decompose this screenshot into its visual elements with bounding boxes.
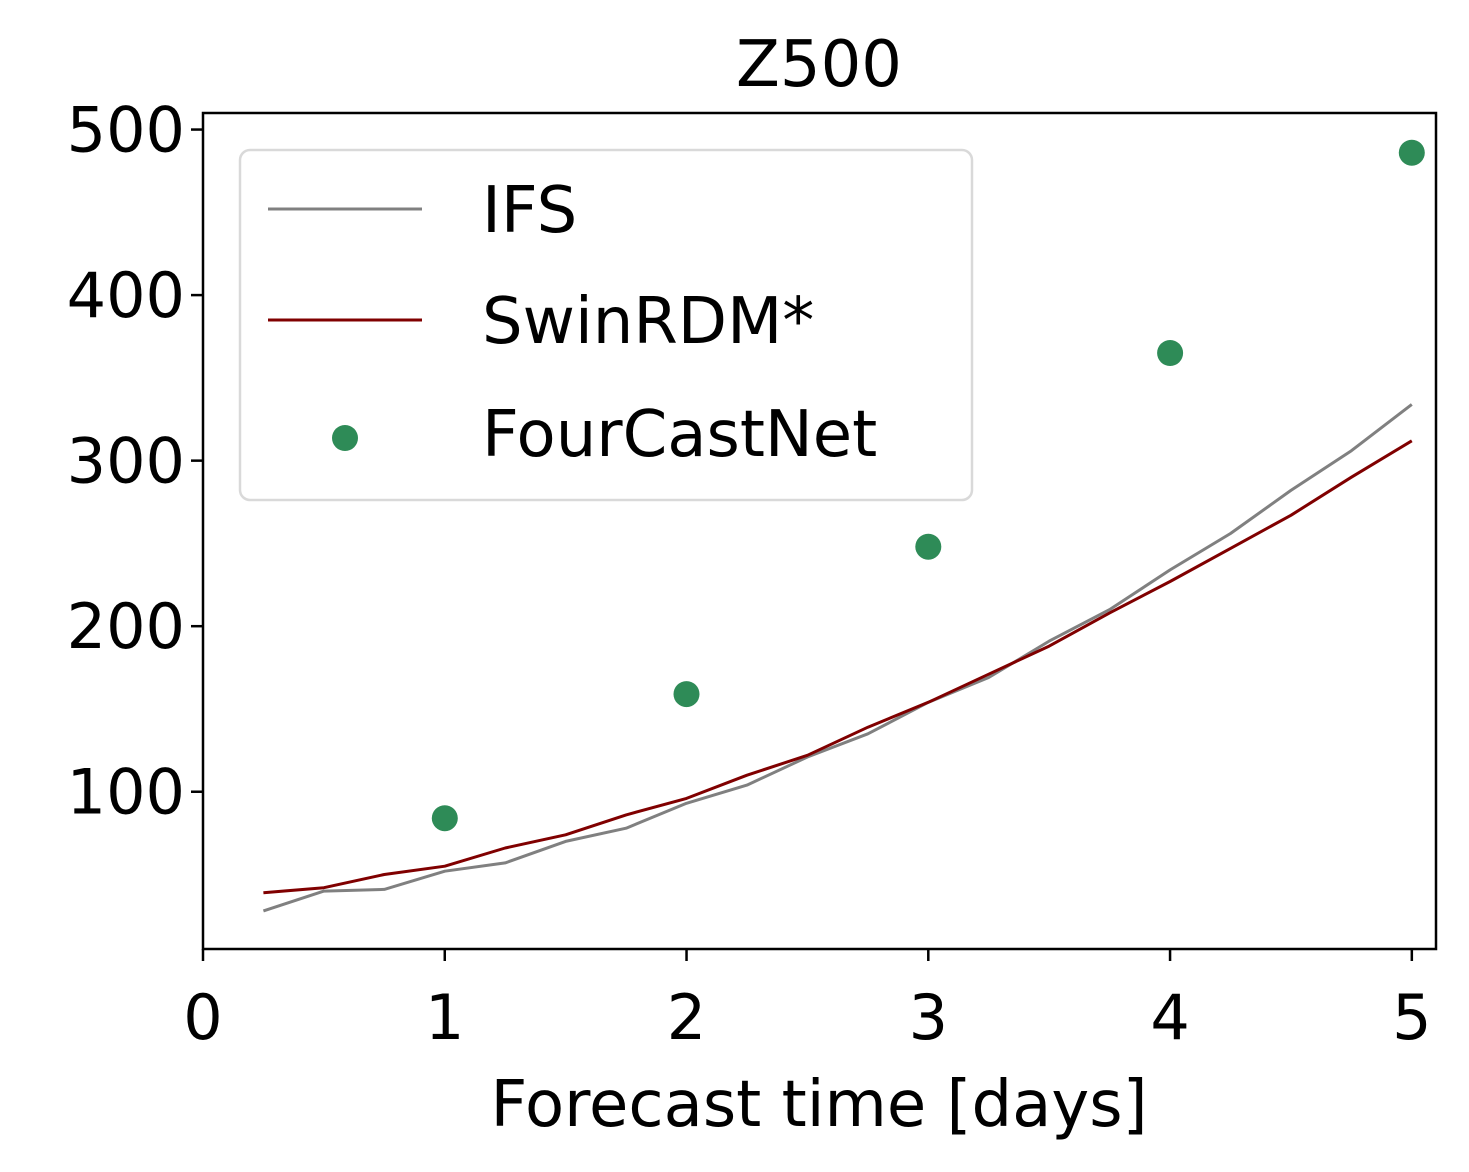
- x-tick-label: 3: [909, 981, 948, 1054]
- legend-swatch-fourcastnet: [332, 425, 358, 451]
- data-point-fourcastnet: [1157, 340, 1184, 366]
- chart-title: Z500: [736, 28, 902, 102]
- data-point-fourcastnet: [1398, 139, 1425, 166]
- data-point-fourcastnet: [673, 681, 700, 708]
- legend-label-fourcastnet: FourCastNet: [482, 398, 877, 472]
- series-layer: [262, 139, 1425, 913]
- legend-box: [238, 148, 974, 502]
- x-tick-label: 1: [425, 981, 464, 1054]
- legend-entry-fourcastnet: FourCastNet: [332, 398, 877, 472]
- legend: IFS SwinRDM* FourCastNet: [238, 148, 974, 502]
- legend-label-swinrdm: SwinRDM*: [482, 285, 814, 359]
- x-axis: 0 1 2 3 4 5: [183, 949, 1432, 1054]
- y-tick-label: 500: [67, 94, 185, 167]
- y-tick-label: 200: [67, 590, 185, 663]
- series-line-swinrdm: [263, 439, 1413, 895]
- y-tick-label: 100: [67, 756, 185, 829]
- y-axis: 100 200 300 400 500: [67, 94, 203, 829]
- legend-entry-swinrdm: SwinRDM*: [268, 285, 814, 359]
- data-point-fourcastnet: [431, 805, 458, 832]
- x-axis-label: Forecast time [days]: [490, 1068, 1147, 1142]
- legend-label-ifs: IFS: [482, 174, 577, 248]
- x-tick-label: 5: [1392, 981, 1431, 1054]
- data-point-fourcastnet: [915, 533, 942, 560]
- y-tick-label: 400: [67, 259, 185, 332]
- series-line-ifs: [262, 403, 1413, 913]
- x-tick-label: 2: [667, 981, 706, 1054]
- legend-entry-ifs: IFS: [268, 174, 577, 248]
- x-tick-label: 0: [183, 981, 222, 1054]
- plot-frame: [201, 111, 1438, 951]
- y-tick-label: 300: [67, 425, 185, 498]
- x-tick-label: 4: [1150, 981, 1189, 1054]
